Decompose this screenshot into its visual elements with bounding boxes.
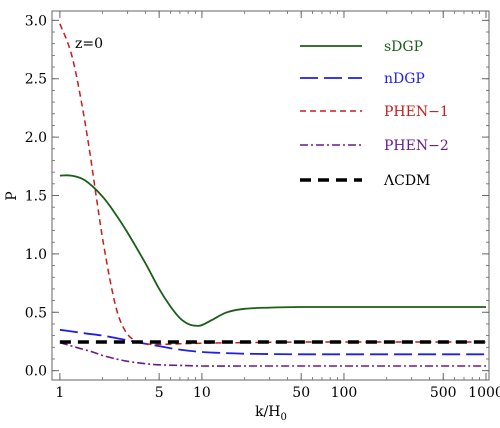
y-tick-label: 2.5 — [25, 72, 47, 88]
legend-label: PHEN−2 — [384, 138, 449, 154]
series-line-1 — [59, 328, 486, 356]
y-tick-label: 0.0 — [25, 364, 47, 380]
tick-marks: 1 5 10 50 100 500 1000 0.0 0.5 1.0 1.5 2.0 2.5 3.0 — [25, 11, 500, 401]
x-axis-title: k/H0 — [255, 404, 287, 423]
x-tick-label: 1000 — [468, 385, 500, 401]
x-tick-label: 50 — [292, 385, 310, 401]
annotation-z: z=0 — [75, 36, 103, 52]
legend: sDGP nDGP PHEN−1 PHEN−2 ΛCDM — [300, 39, 449, 189]
plot-frame — [51, 10, 490, 381]
legend-label: ΛCDM — [383, 173, 430, 189]
x-axis-title-sub: 0 — [281, 412, 287, 423]
series-lines — [59, 23, 486, 367]
x-tick-label: 500 — [430, 385, 457, 401]
x-axis-title-main: k/H — [255, 404, 280, 420]
series-line-0 — [59, 174, 486, 327]
x-tick-label: 10 — [193, 385, 211, 401]
series-line-3 — [59, 341, 486, 367]
x-tick-label: 5 — [155, 385, 164, 401]
x-tick-label: 100 — [331, 385, 358, 401]
y-tick-label: 1.5 — [25, 189, 47, 205]
legend-label: nDGP — [384, 71, 425, 87]
legend-label: PHEN−1 — [384, 104, 449, 120]
y-axis-title: P — [4, 191, 20, 200]
y-tick-label: 2.0 — [25, 130, 47, 146]
x-tick-label: 1 — [55, 385, 64, 401]
y-tick-label: 3.0 — [25, 13, 47, 29]
y-tick-label: 1.0 — [25, 247, 47, 263]
y-tick-label: 0.5 — [25, 305, 47, 321]
legend-label: sDGP — [384, 39, 423, 55]
